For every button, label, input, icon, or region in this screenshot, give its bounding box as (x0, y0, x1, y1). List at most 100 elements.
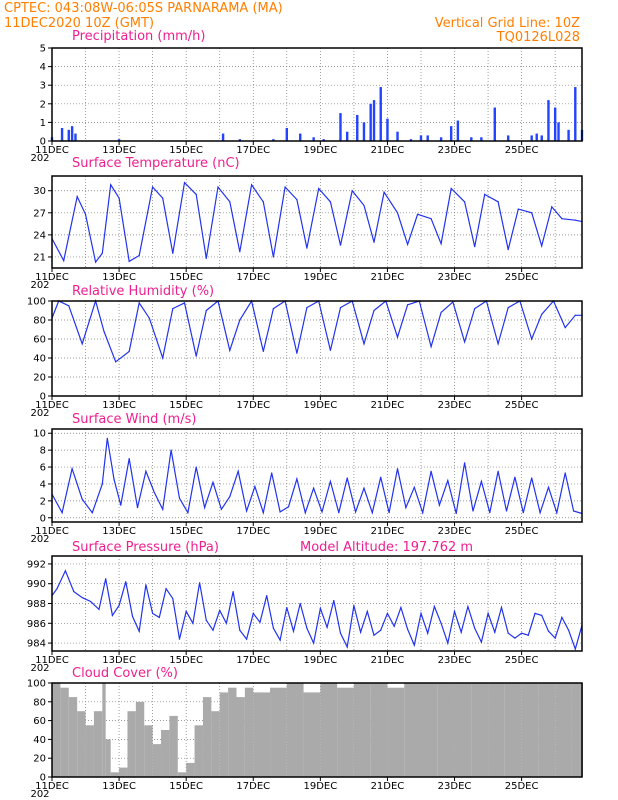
series-point (522, 512, 524, 514)
precip-bar (530, 135, 533, 141)
y-tick-label: 4 (40, 479, 46, 490)
precip-bar (356, 114, 359, 141)
x-tick-label: 13DEC (102, 781, 136, 792)
series-point (373, 241, 375, 243)
cloud-bar (244, 687, 254, 777)
y-tick-label: 6 (40, 463, 46, 474)
series-point (152, 612, 154, 614)
cloud-bar (387, 687, 405, 777)
x-tick-label: 17DEC (236, 145, 270, 156)
y-tick-label: 0 (40, 137, 46, 148)
precip-bar (322, 139, 325, 141)
series-point (259, 621, 261, 623)
x-tick-label: 19DEC (303, 272, 337, 283)
series-point (313, 487, 315, 489)
cloud-bar (219, 692, 229, 777)
series-point (229, 201, 231, 203)
series-point (105, 578, 107, 580)
x-tick-label: 25DEC (505, 145, 539, 156)
series-point (212, 481, 214, 483)
series-point (152, 186, 154, 188)
precip-bar (507, 135, 510, 141)
cloud-bar (194, 725, 203, 777)
x-tick-label: 11DEC (35, 145, 69, 156)
y-tick-label: 60 (33, 716, 46, 727)
series-point (110, 184, 112, 186)
y-tick-label: 100 (27, 679, 46, 690)
series-point (279, 639, 281, 641)
series-point (430, 346, 432, 348)
series-point (321, 511, 323, 513)
y-tick-label: 80 (33, 316, 46, 327)
series-point (440, 622, 442, 624)
x-tick-label: 19DEC (303, 655, 337, 666)
precip-bar (74, 133, 77, 141)
panel-title: Surface Wind (m/s) (72, 412, 196, 427)
series-point (413, 644, 415, 646)
series-point (299, 602, 301, 605)
x-tick-label: 25DEC (505, 272, 539, 283)
cloud-bar (571, 683, 582, 777)
series-point (438, 504, 441, 506)
series-point (138, 254, 140, 257)
series-point (497, 343, 499, 345)
series-point (81, 498, 83, 500)
series-point (366, 610, 368, 613)
y-tick-label: 988 (27, 599, 46, 610)
series-point (405, 507, 407, 509)
precip-bar (372, 100, 376, 141)
x-tick-label: 11DEC (35, 655, 69, 666)
year-fragment: 202 (30, 280, 49, 291)
y-tick-label: 10 (33, 429, 46, 440)
series-point (239, 629, 241, 631)
series-point (413, 486, 415, 488)
precip-bar (480, 137, 483, 141)
series-point (63, 260, 65, 262)
series-point (494, 631, 496, 633)
series-point (383, 191, 385, 193)
series-point (172, 597, 174, 600)
y-tick-label: 100 (27, 297, 46, 308)
panel-title: Cloud Cover (%) (72, 666, 178, 681)
series-point (527, 634, 529, 636)
series-point (272, 256, 274, 258)
precip-bar (386, 118, 389, 141)
series-point (239, 251, 241, 253)
series-point (556, 512, 558, 514)
cloud-bar (337, 687, 354, 777)
series-point (296, 478, 298, 480)
series-point (68, 305, 70, 307)
precip-bar (409, 139, 413, 141)
series-point (497, 201, 499, 203)
cloud-bar (93, 711, 103, 777)
panel-6: 0 20 40 60 80 100 11DEC 13DEC 15DEC 17DEC 19DEC 21D… (27, 666, 583, 800)
series-point (165, 588, 167, 590)
series-point (427, 632, 429, 634)
cloud-bar (60, 687, 69, 777)
series-point (220, 508, 222, 510)
series-point (178, 638, 181, 640)
panel-title: Surface Temperature (nC) (72, 156, 240, 171)
series-point (192, 622, 194, 624)
precip-bar (439, 137, 443, 141)
series-point (422, 512, 424, 514)
series-point (574, 314, 576, 316)
series-point (417, 213, 419, 215)
series-point (497, 470, 499, 472)
x-tick-label: 19DEC (303, 400, 337, 411)
series-point (254, 485, 256, 488)
x-tick-label: 23DEC (438, 781, 472, 792)
series-point (541, 245, 543, 247)
x-tick-label: 11DEC (35, 400, 69, 411)
series-point (406, 243, 409, 246)
precip-bar (339, 113, 342, 141)
series-point (272, 627, 274, 629)
precip-bar (557, 122, 560, 141)
series-point (128, 260, 130, 262)
series-point (326, 626, 328, 628)
series-point (463, 341, 466, 343)
series-point (539, 512, 541, 514)
precip-bar (396, 131, 399, 141)
series-point (396, 336, 399, 338)
cloud-bar (253, 692, 271, 777)
